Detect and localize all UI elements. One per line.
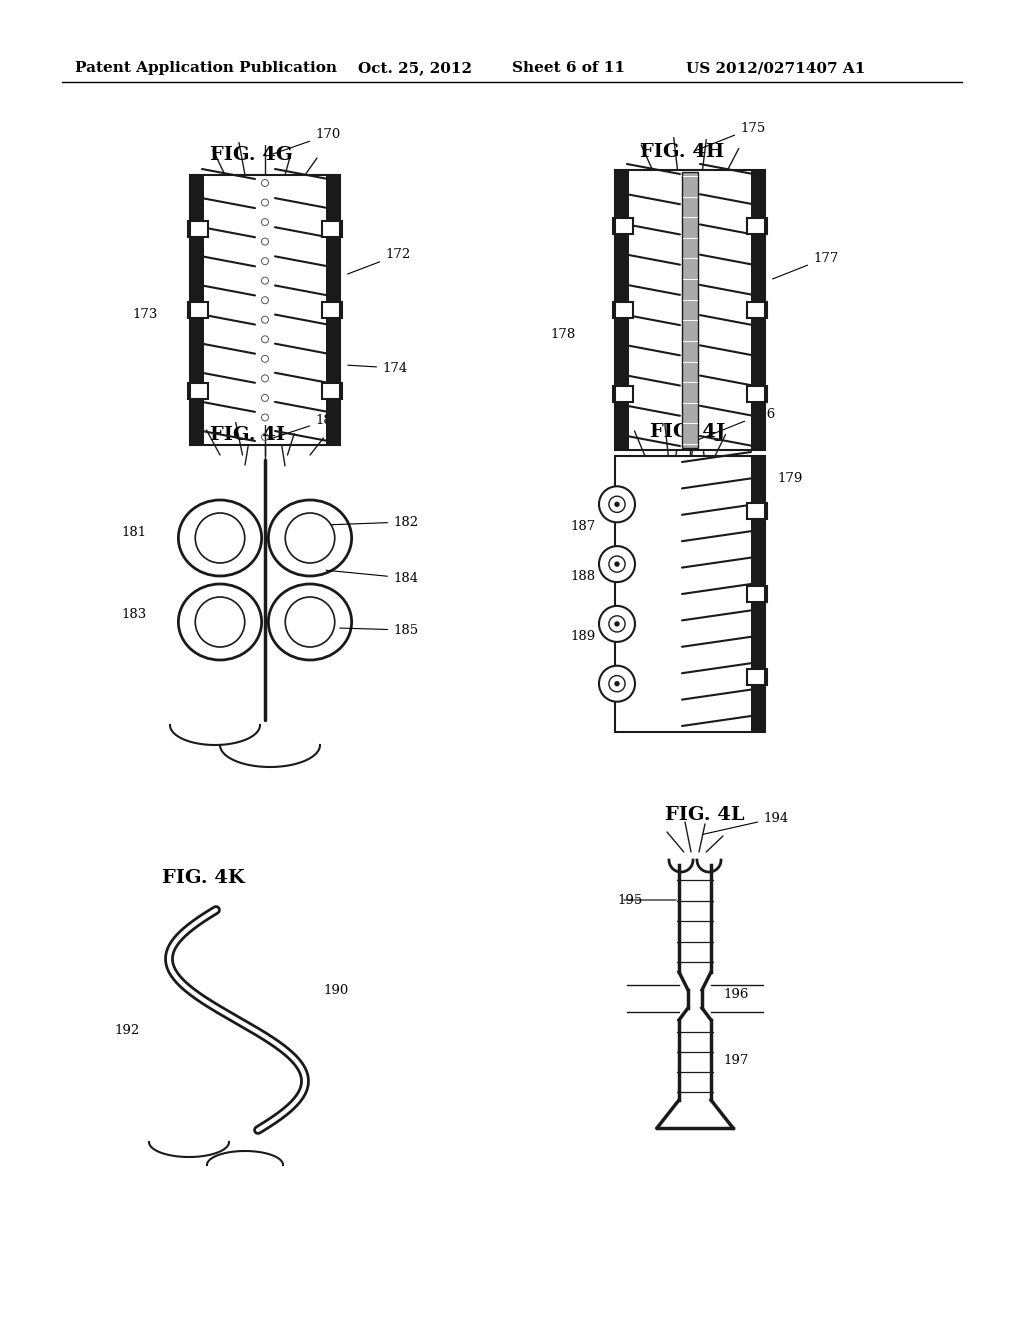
Bar [322, 383, 342, 399]
Bar [746, 385, 767, 403]
Bar [746, 302, 767, 318]
Bar [322, 302, 342, 318]
Bar [615, 170, 765, 450]
Text: Sheet 6 of 11: Sheet 6 of 11 [512, 61, 625, 75]
Text: FIG. 4L: FIG. 4L [665, 807, 744, 824]
Text: 174: 174 [348, 362, 408, 375]
Circle shape [614, 502, 620, 507]
Bar [188, 220, 208, 238]
Text: 192: 192 [114, 1023, 139, 1036]
Ellipse shape [178, 583, 261, 660]
Bar [751, 170, 765, 450]
Circle shape [609, 556, 625, 572]
Text: 183: 183 [122, 609, 147, 622]
Ellipse shape [268, 500, 351, 576]
Circle shape [599, 486, 635, 523]
Bar [751, 455, 765, 733]
Text: 181: 181 [122, 525, 147, 539]
Ellipse shape [286, 597, 335, 647]
Bar [615, 170, 765, 450]
Ellipse shape [196, 597, 245, 647]
Text: 195: 195 [617, 894, 642, 907]
Ellipse shape [286, 513, 335, 564]
Text: Patent Application Publication: Patent Application Publication [75, 61, 337, 75]
Bar [746, 669, 767, 685]
Bar [322, 220, 342, 238]
Ellipse shape [196, 513, 245, 564]
Circle shape [599, 546, 635, 582]
Bar [682, 172, 698, 447]
Text: FIG. 4I: FIG. 4I [210, 426, 285, 444]
Text: Oct. 25, 2012: Oct. 25, 2012 [358, 61, 472, 75]
Text: 182: 182 [327, 516, 418, 528]
Text: 184: 184 [327, 570, 418, 585]
Text: 187: 187 [570, 520, 595, 532]
Text: 178: 178 [550, 329, 575, 342]
Text: 186: 186 [697, 408, 775, 440]
Bar [188, 302, 208, 318]
Text: FIG. 4K: FIG. 4K [162, 869, 245, 887]
Bar [613, 218, 633, 234]
Bar [746, 218, 767, 234]
Bar [326, 176, 340, 445]
Text: FIG. 4G: FIG. 4G [210, 147, 293, 164]
Bar [615, 455, 765, 733]
Text: 170: 170 [272, 128, 340, 154]
Bar [613, 302, 633, 318]
Bar [190, 176, 340, 445]
Text: 175: 175 [694, 121, 765, 150]
Bar [615, 455, 765, 733]
Text: FIG. 4H: FIG. 4H [640, 143, 724, 161]
Text: 190: 190 [323, 983, 348, 997]
Text: 188: 188 [570, 569, 595, 582]
Bar [746, 586, 767, 602]
Text: 172: 172 [347, 248, 411, 275]
Text: 180: 180 [269, 413, 340, 440]
Bar [746, 503, 767, 519]
Circle shape [614, 681, 620, 686]
Ellipse shape [178, 500, 261, 576]
Text: 189: 189 [570, 630, 595, 643]
Circle shape [609, 676, 625, 692]
Text: 196: 196 [723, 989, 749, 1002]
Bar [615, 170, 629, 450]
Circle shape [614, 561, 620, 566]
Circle shape [599, 606, 635, 642]
Bar [190, 176, 204, 445]
Text: 194: 194 [702, 812, 788, 834]
Bar [190, 176, 340, 445]
Text: 185: 185 [340, 623, 418, 636]
Text: FIG. 4J: FIG. 4J [650, 422, 725, 441]
Circle shape [609, 496, 625, 512]
Circle shape [614, 622, 620, 627]
Text: US 2012/0271407 A1: US 2012/0271407 A1 [686, 61, 865, 75]
Bar [188, 383, 208, 399]
Bar [613, 385, 633, 403]
Text: 197: 197 [723, 1053, 749, 1067]
Circle shape [609, 616, 625, 632]
Text: 177: 177 [772, 252, 839, 279]
Ellipse shape [268, 583, 351, 660]
Text: 173: 173 [132, 309, 158, 322]
Text: 179: 179 [777, 471, 803, 484]
Circle shape [599, 665, 635, 702]
